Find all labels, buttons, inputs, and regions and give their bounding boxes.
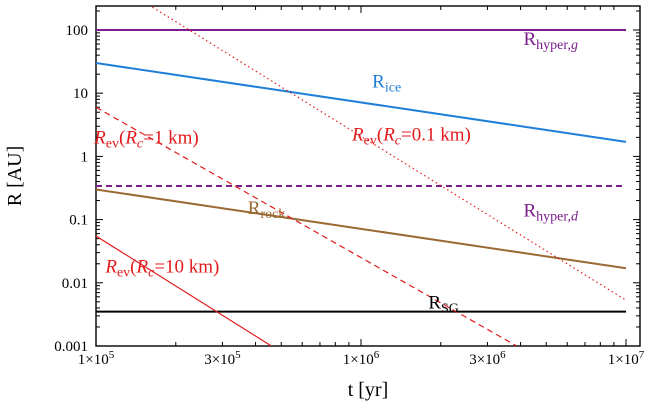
y-axis-title: R [AU] — [4, 146, 26, 207]
x-tick-exponent: 7 — [639, 349, 645, 361]
y-tick-label: 1 — [81, 149, 89, 165]
x-axis-title: t [yr] — [348, 379, 389, 401]
series-line-r_ice — [96, 62, 627, 143]
x-tick-label: 3×105 — [204, 349, 241, 368]
axis-ticks: 1×105 3×105 1×106 3×106 1×1070.0010.010.1110… — [54, 6, 645, 368]
x-tick-label: 1×107 — [608, 349, 645, 368]
x-tick-exponent: 5 — [109, 349, 115, 361]
x-tick-label: 3×106 — [469, 349, 506, 368]
series-line-r_ev_1 — [96, 106, 518, 346]
x-tick-mantissa: 3×10 — [204, 352, 235, 368]
y-tick-label: 10 — [73, 86, 88, 102]
series-line-r_rock — [96, 188, 627, 270]
y-tick-label: 0.001 — [54, 339, 88, 355]
series-label-r_rock: Rrock — [248, 198, 286, 222]
series-label-r_ev_10: Rev(Rc=10 km) — [104, 257, 219, 281]
series-label-r_ev_01: Rev(Rc=0.1 km) — [351, 124, 471, 148]
x-tick-label: 1×105 — [78, 349, 115, 368]
series-line-r_ev_10 — [96, 235, 272, 346]
x-tick-mantissa: 1×10 — [608, 352, 639, 368]
series-labels: Rhyper,g Rice Rhyper,d Rrock RSG Rev(Rc=0.1 k… — [93, 29, 579, 317]
series-label-r_ev_1: Rev(Rc=1 km) — [93, 127, 199, 151]
y-tick-label: 0.01 — [62, 276, 88, 292]
y-tick-label: 100 — [66, 23, 89, 39]
series-lines — [96, 6, 627, 346]
series-label-r_sg: RSG — [428, 293, 459, 317]
series-label-r_hyper_d: Rhyper,d — [523, 200, 579, 224]
series-label-r_hyper_g: Rhyper,g — [523, 29, 578, 53]
plot-frame — [95, 5, 641, 347]
x-tick-mantissa: 1×10 — [343, 352, 374, 368]
x-tick-exponent: 5 — [235, 349, 241, 361]
x-tick-label: 1×106 — [343, 349, 380, 368]
series-label-r_ice: Rice — [372, 72, 401, 96]
x-tick-mantissa: 3×10 — [469, 352, 500, 368]
x-tick-exponent: 6 — [374, 349, 380, 361]
x-tick-mantissa: 1×10 — [78, 352, 109, 368]
x-tick-exponent: 6 — [500, 349, 506, 361]
y-tick-label: 0.1 — [69, 213, 88, 229]
